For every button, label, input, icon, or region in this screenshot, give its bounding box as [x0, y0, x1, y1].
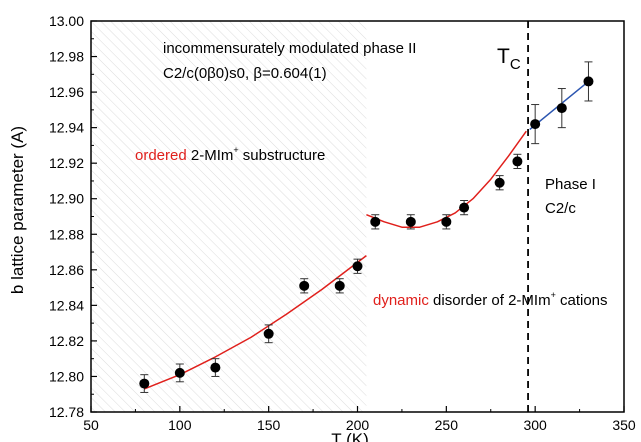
phase1-label-line1: Phase I: [545, 176, 596, 193]
tc-label: TC: [497, 45, 521, 73]
y-tick-label: 12.78: [49, 404, 84, 420]
y-tick-label: 12.80: [49, 368, 84, 384]
data-point: [334, 280, 345, 291]
x-tick-label: 300: [523, 417, 547, 433]
x-tick-label: 50: [83, 417, 99, 433]
y-tick-label: 12.96: [49, 84, 84, 100]
data-point: [370, 216, 381, 227]
data-point: [494, 177, 505, 188]
y-tick-label: 13.00: [49, 13, 84, 29]
data-point: [556, 103, 567, 114]
y-tick-label: 12.90: [49, 191, 84, 207]
y-tick-label: 12.92: [49, 155, 84, 171]
data-point: [441, 216, 452, 227]
x-tick-label: 250: [435, 417, 459, 433]
data-point: [174, 367, 185, 378]
x-tick-label: 150: [257, 417, 281, 433]
y-tick-label: 12.94: [49, 120, 84, 136]
phase2-label-line1: incommensurately modulated phase II: [163, 40, 416, 57]
hatched-region: [91, 21, 367, 412]
x-axis-label: T (K): [331, 430, 368, 442]
data-point: [210, 362, 221, 373]
y-tick-label: 12.88: [49, 226, 84, 242]
data-point: [530, 119, 541, 130]
y-tick-label: 12.84: [49, 297, 84, 313]
axis-ticks: 50 100 150 200 250 300 350 12.78 12.80 12.82 12.84…: [49, 13, 636, 433]
y-axis-label: b lattice parameter (A): [8, 126, 27, 294]
y-tick-label: 12.82: [49, 333, 84, 349]
x-tick-label: 200: [346, 417, 370, 433]
x-tick-label: 350: [612, 417, 636, 433]
data-point: [352, 261, 363, 272]
plot-frame: [90, 20, 625, 413]
data-point: [583, 76, 594, 87]
data-point: [512, 156, 523, 167]
dynamic-label: dynamic disorder of 2-MIm+ cations: [373, 290, 608, 309]
data-point: [263, 328, 274, 339]
y-tick-label: 12.98: [49, 49, 84, 65]
phase2-label-line2: C2/c(0β0)s0, β=0.604(1): [163, 65, 327, 82]
phase1-label-line2: C2/c: [545, 200, 576, 217]
data-point: [405, 216, 416, 227]
y-tick-label: 12.86: [49, 262, 84, 278]
data-point: [459, 202, 470, 213]
x-tick-label: 100: [168, 417, 192, 433]
data-point: [299, 280, 310, 291]
data-points: [139, 61, 594, 393]
ordered-label: ordered 2-MIm+ substructure: [135, 145, 325, 164]
data-point: [139, 378, 150, 389]
